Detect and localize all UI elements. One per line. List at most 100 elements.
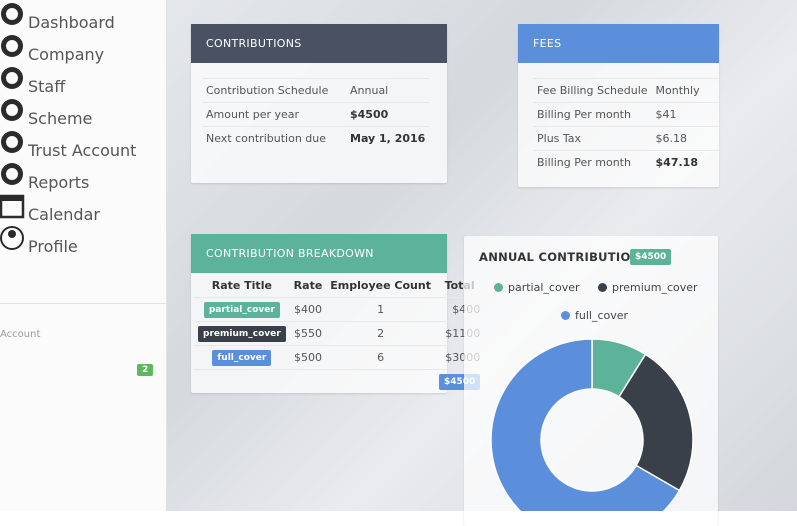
panel-title: CONTRIBUTIONS [191,24,447,63]
nav-label: Trust Account [28,141,137,160]
cell: 2 [326,321,435,346]
section-label: Account [0,329,41,340]
label-cell: Plus Tax [533,126,652,151]
cell [194,369,435,393]
table-row: Billing Per month $41 [533,102,719,127]
cell: $550 [289,321,327,346]
table-row: Contribution Schedule Annual [202,78,430,103]
nav-label: Dashboard [28,13,115,32]
icon-shape [6,104,18,116]
icon-shape [6,40,18,52]
label-cell: Amount per year [202,102,346,127]
nav-item[interactable]: Scheme [0,96,166,128]
label-cell: Billing Per month [533,102,652,127]
nav-label: Staff [28,77,66,96]
icon-shape [6,8,18,20]
nav-label: Scheme [28,109,93,128]
sidebar: Dashboard Company Staff Scheme Trust Account… [0,0,167,511]
nav-label: Company [28,45,105,64]
donut-slice [617,353,694,492]
table-row: Fee Billing Schedule Monthly [533,78,719,103]
legend-item: premium_cover [598,281,698,294]
nav-item[interactable]: Company [0,32,166,64]
icon-shape [6,136,18,148]
nav-icon [1,35,23,57]
info-table: Fee Billing Schedule Monthly Billing Per m… [533,78,719,174]
rate-badge: premium_cover [198,325,286,342]
nav-icon [1,163,23,185]
contributions-panel: CONTRIBUTIONS Contribution Schedule Annua… [191,24,447,183]
legend-item: partial_cover [494,281,580,294]
nav-item[interactable]: Calendar [0,192,166,224]
legend-item: full_cover [561,309,628,322]
value-cell: Annual [346,78,430,103]
nav-icon [1,3,23,25]
divider [0,303,166,304]
cell: premium_cover [194,321,290,346]
icon-shape [8,230,16,238]
table-row: premium_cover $550 2 $1100 [194,321,485,346]
annual-panel: ANNUAL CONTRIBUTIONS $4500 partial_cover… [464,236,718,526]
icon-shape [0,226,24,250]
cell: 1 [326,297,435,322]
legend-label: full_cover [575,309,629,322]
nav-item[interactable]: Reports [0,160,166,192]
nav-label: Reports [28,173,90,192]
value-cell: $47.18 [651,150,719,174]
chart-title: ANNUAL CONTRIBUTIONS [479,250,650,264]
info-table: Contribution Schedule Annual Amount per ye… [202,78,430,150]
nav-icon [0,194,25,219]
cell: $500 [289,345,327,370]
breakdown-table: Rate Title Rate Employee Count Total partial… [194,273,485,393]
legend-dot [561,311,570,320]
value-cell: Monthly [651,78,719,103]
table-row: Billing Per month $47.18 [533,150,719,174]
nav-label: Calendar [28,205,100,224]
nav-icon [1,99,23,121]
value-cell: $4500 [346,102,430,127]
donut-slice [490,338,681,511]
nav-icon [1,67,23,89]
label-cell: Fee Billing Schedule [533,78,652,103]
cell: $400 [289,297,327,322]
nav-icon [0,226,24,250]
icon-shape [1,196,23,201]
column-header: Rate [293,278,323,292]
nav-label: Profile [28,237,78,256]
cell: 6 [326,345,435,370]
table-row: Plus Tax $6.18 [533,126,719,151]
rate-badge: full_cover [212,349,272,366]
value-cell: May 1, 2016 [346,126,430,150]
table-row: Amount per year $4500 [202,102,430,127]
column-header: Rate Title [211,278,272,292]
legend-dot [598,283,607,292]
legend-label: premium_cover [612,281,698,294]
panel-title: CONTRIBUTION BREAKDOWN [191,234,447,273]
label-cell: Billing Per month [533,150,652,174]
icon-shape [6,72,18,84]
cell: partial_cover [194,297,290,322]
column-header: Employee Count [330,278,431,292]
header-row: Rate Title Rate Employee Count Total [194,273,484,298]
icon-shape [6,168,18,180]
label-cell: Contribution Schedule [202,78,346,103]
nav-item[interactable]: Dashboard [0,0,166,32]
total-row: $4500 [194,369,485,393]
donut-chart [490,338,694,511]
label-cell: Next contribution due [202,126,346,150]
nav-item[interactable]: Staff [0,64,166,96]
legend-dot [494,283,503,292]
panel-title: FEES [518,24,719,63]
breakdown-panel: CONTRIBUTION BREAKDOWN Rate Title Rate Emp… [191,234,485,393]
nav-item[interactable]: Trust Account [0,128,166,160]
rate-badge: partial_cover [203,301,280,318]
fees-panel: FEES Fee Billing Schedule Monthly Billing … [518,24,719,187]
page: {"sidebar": {"nav": ["Dashboard", "Compa… [0,0,797,511]
value-cell: $41 [651,102,719,127]
legend-label: partial_cover [508,281,580,294]
cell: full_cover [194,345,290,370]
nav-icon [1,131,23,153]
calendar-badge: 2 [137,364,154,376]
total-badge: $4500 [630,249,672,265]
nav-item[interactable]: Profile [0,224,166,256]
